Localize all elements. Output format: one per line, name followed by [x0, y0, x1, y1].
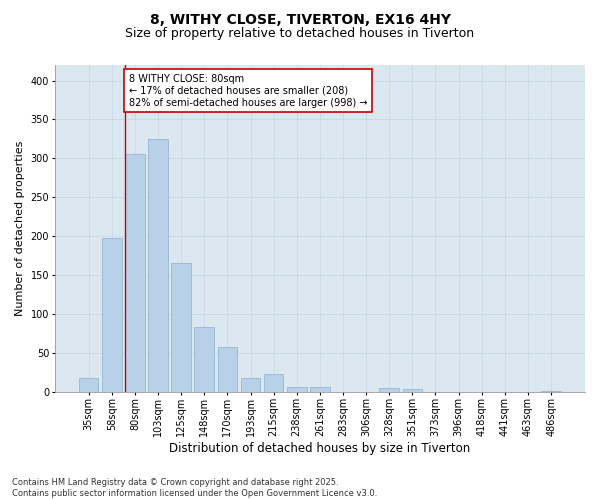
Y-axis label: Number of detached properties: Number of detached properties — [15, 140, 25, 316]
Bar — [148, 139, 168, 392]
X-axis label: Distribution of detached houses by size in Tiverton: Distribution of detached houses by size … — [169, 442, 470, 455]
Bar — [287, 387, 307, 392]
Bar — [172, 263, 191, 392]
Bar — [241, 378, 260, 392]
Text: Contains HM Land Registry data © Crown copyright and database right 2025.
Contai: Contains HM Land Registry data © Crown c… — [12, 478, 377, 498]
Bar — [194, 327, 214, 392]
Bar — [79, 378, 98, 392]
Text: 8, WITHY CLOSE, TIVERTON, EX16 4HY: 8, WITHY CLOSE, TIVERTON, EX16 4HY — [149, 12, 451, 26]
Text: Size of property relative to detached houses in Tiverton: Size of property relative to detached ho… — [125, 28, 475, 40]
Bar — [125, 154, 145, 392]
Text: 8 WITHY CLOSE: 80sqm
← 17% of detached houses are smaller (208)
82% of semi-deta: 8 WITHY CLOSE: 80sqm ← 17% of detached h… — [128, 74, 367, 108]
Bar — [218, 347, 237, 392]
Bar — [102, 238, 122, 392]
Bar — [264, 374, 283, 392]
Bar — [403, 389, 422, 392]
Bar — [379, 388, 399, 392]
Bar — [541, 390, 561, 392]
Bar — [310, 387, 329, 392]
